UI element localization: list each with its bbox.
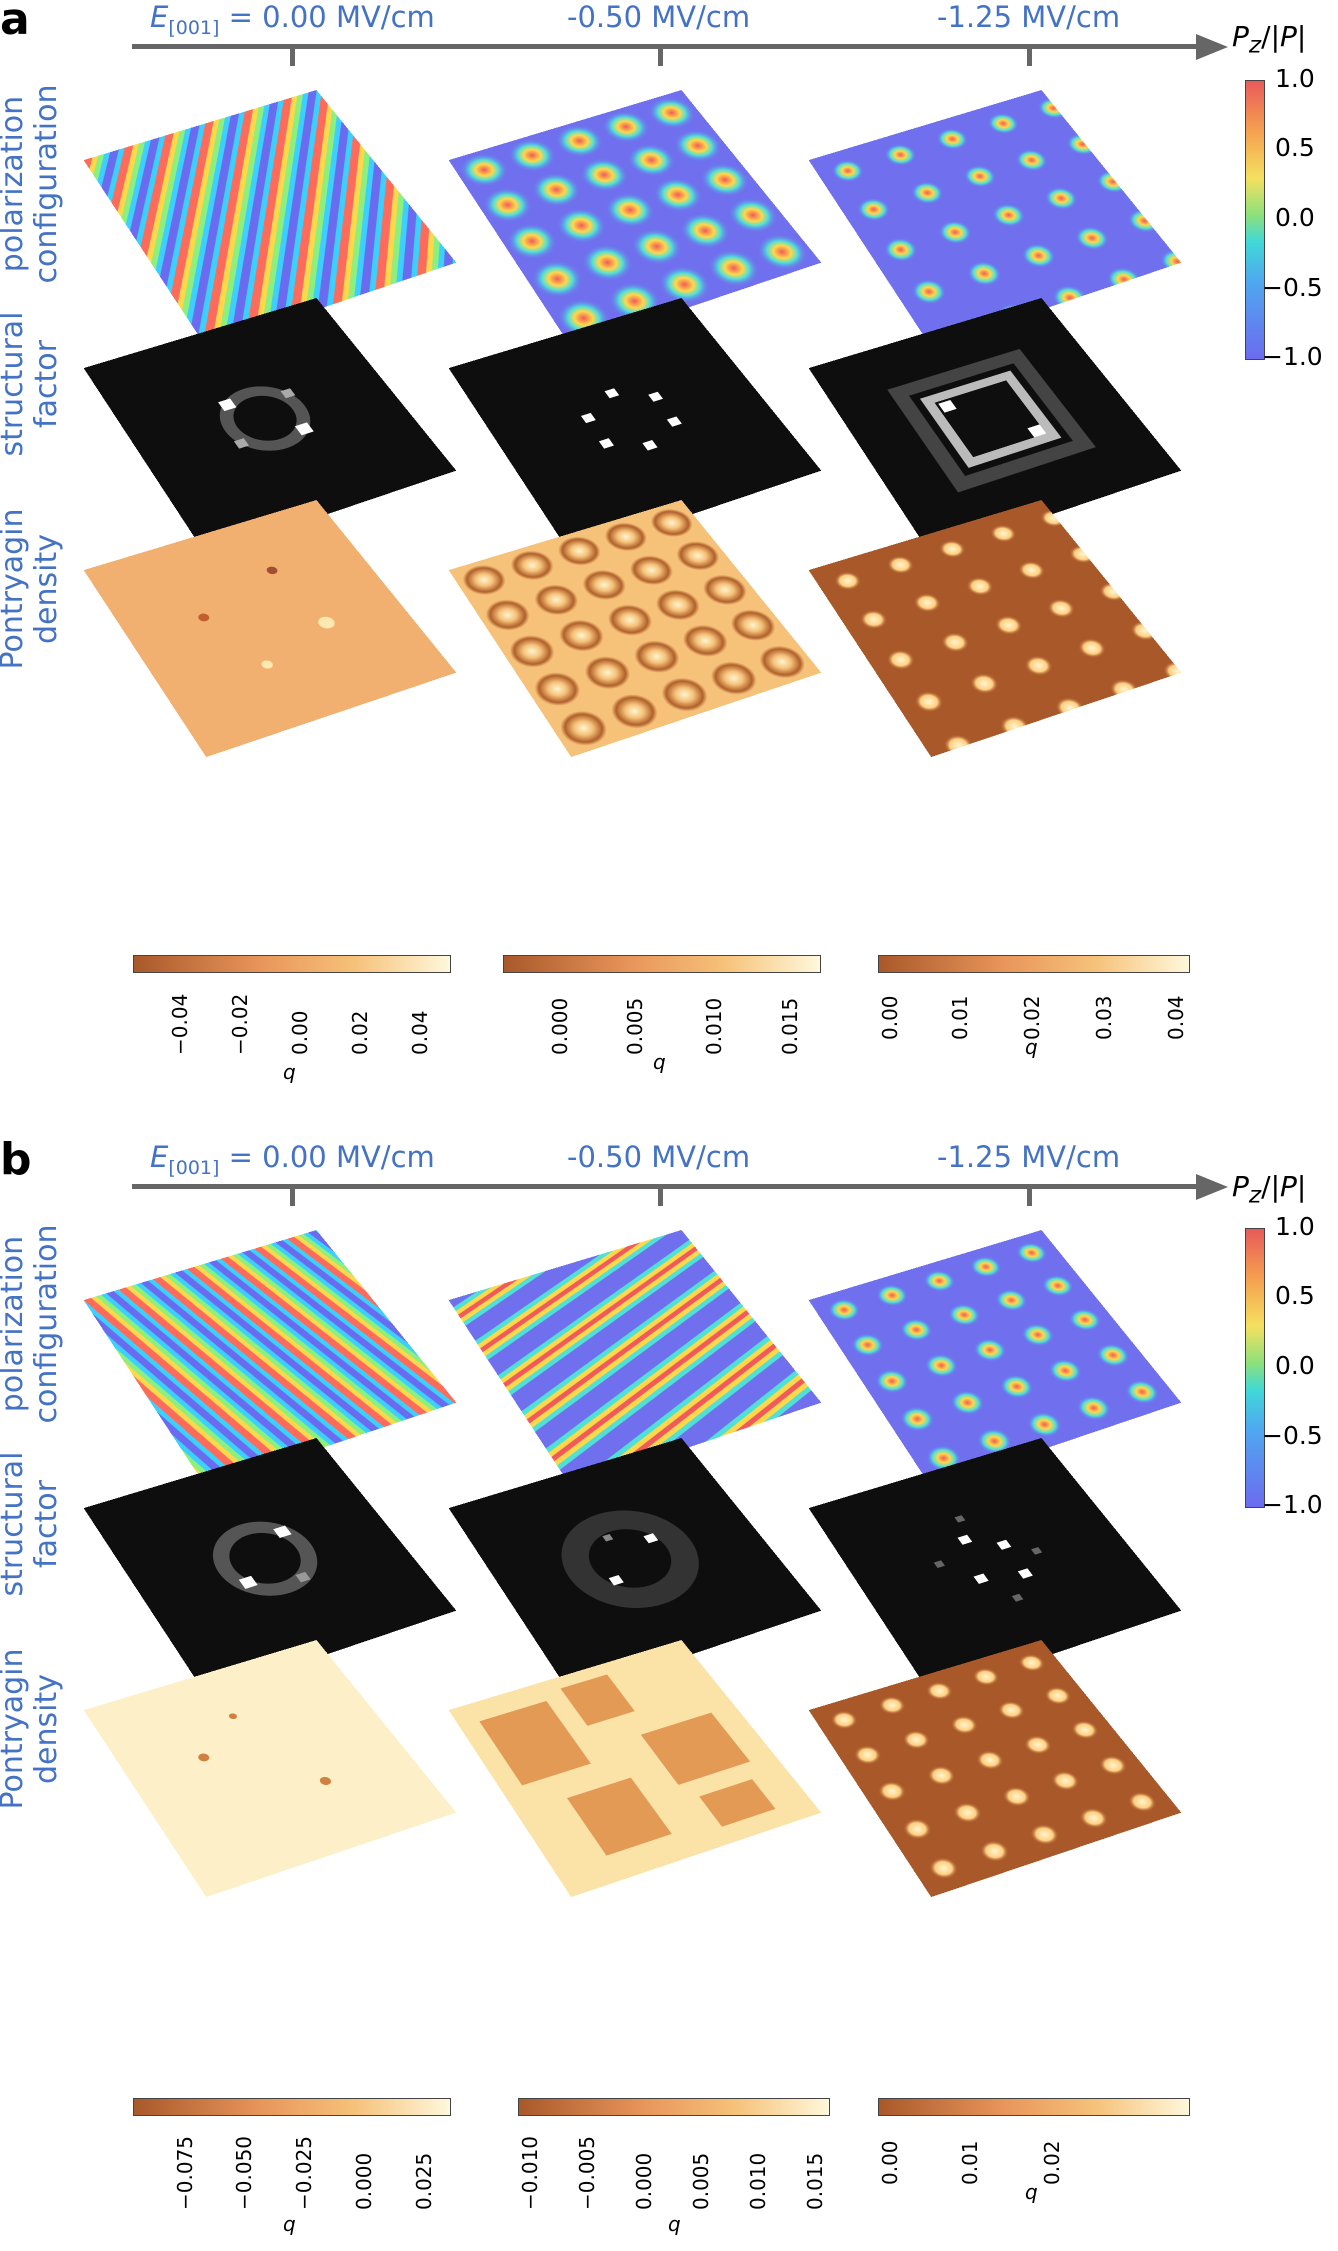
pontryagin-map-0 — [75, 470, 455, 770]
pz-tick: −1.0 — [1262, 342, 1323, 371]
pz-tick: −1.0 — [1262, 1490, 1323, 1519]
pontryagin-pattern — [449, 500, 822, 757]
q-tick: −0.04 — [168, 994, 192, 1055]
pz-tick: 0.0 — [1275, 203, 1315, 232]
field-label-2: -1.25 MV/cm — [937, 1140, 1120, 1174]
field-symbol: E — [150, 0, 168, 34]
pontryagin-pattern — [809, 1640, 1182, 1897]
q-axis-label: q — [283, 2212, 296, 2236]
row-label-polarization: polarization configuration — [0, 74, 64, 294]
pz-tick: 0.0 — [1275, 1351, 1315, 1380]
field-value: = 0.00 MV/cm — [229, 0, 435, 34]
q-tick: −0.025 — [292, 2136, 316, 2210]
q-tick: 0.015 — [803, 2153, 827, 2210]
field-subscript: [001] — [168, 1157, 219, 1179]
field-axis-arrowhead — [1196, 1174, 1228, 1200]
q-axis-label: q — [668, 2212, 681, 2236]
q-tick: 0.015 — [778, 998, 802, 1055]
pontryagin-pattern — [84, 1640, 457, 1897]
q-axis-label: q — [283, 1060, 296, 1084]
pz-tick: 1.0 — [1275, 64, 1315, 93]
pontryagin-map-1 — [440, 470, 820, 770]
q-tick: 0.000 — [352, 2153, 376, 2210]
q-tick: −0.005 — [575, 2136, 599, 2210]
field-value: = 0.00 MV/cm — [229, 1140, 435, 1174]
field-subscript: [001] — [168, 17, 219, 39]
pz-colorbar-title: Pz/|P| — [1232, 20, 1306, 59]
q-tick: 0.005 — [623, 998, 647, 1055]
row-label-structure: structural factor — [0, 1414, 64, 1634]
q-axis-label: q — [1025, 1035, 1038, 1059]
panel-a: a E[001] = 0.00 MV/cm -0.50 MV/cm -1.25 … — [0, 0, 1338, 1110]
pz-colorbar — [1245, 1228, 1265, 1508]
q-tick: −0.02 — [228, 994, 252, 1055]
q-tick: 0.000 — [632, 2153, 656, 2210]
pz-tick: 1.0 — [1275, 1212, 1315, 1241]
q-tick: 0.00 — [288, 1010, 312, 1055]
pontryagin-pattern — [84, 500, 457, 757]
pontryagin-map-1 — [440, 1610, 820, 1910]
pontryagin-map-2 — [800, 470, 1180, 770]
field-axis-arrowhead — [1196, 34, 1228, 60]
q-tick: 0.04 — [1164, 995, 1188, 1040]
pontryagin-map-2 — [800, 1610, 1180, 1910]
q-tick: 0.00 — [878, 2140, 902, 2185]
q-tick: 0.01 — [958, 2140, 982, 2185]
q-tick: 0.02 — [348, 1010, 372, 1055]
q-tick: 0.01 — [948, 995, 972, 1040]
pz-tick: 0.5 — [1275, 133, 1315, 162]
q-colorbar-0 — [133, 955, 451, 973]
row-label-pontryagin: Pontryagin density — [0, 479, 64, 699]
q-tick: 0.04 — [408, 1010, 432, 1055]
q-colorbar-2 — [878, 955, 1190, 973]
q-tick: 0.010 — [702, 998, 726, 1055]
field-label-1: -0.50 MV/cm — [567, 0, 750, 34]
panel-letter: a — [0, 0, 30, 45]
q-tick: −0.075 — [173, 2136, 197, 2210]
q-axis-label: q — [653, 1050, 666, 1074]
panel-b: b E[001] = 0.00 MV/cm -0.50 MV/cm -1.25 … — [0, 1140, 1338, 2250]
q-tick: 0.025 — [412, 2153, 436, 2210]
row-label-structure: structural factor — [0, 274, 64, 494]
q-tick: 0.02 — [1020, 995, 1044, 1040]
pz-tick: −0.5 — [1262, 1421, 1323, 1450]
row-label-polarization: polarization configuration — [0, 1214, 64, 1434]
q-colorbar-2 — [878, 2098, 1190, 2116]
pz-tick: 0.5 — [1275, 1281, 1315, 1310]
pontryagin-map-0 — [75, 1610, 455, 1910]
q-colorbar-0 — [133, 2098, 451, 2116]
q-tick: 0.02 — [1040, 2140, 1064, 2185]
pontryagin-pattern — [449, 1640, 822, 1897]
pz-colorbar-title: Pz/|P| — [1232, 1170, 1306, 1209]
q-tick: −0.050 — [232, 2136, 256, 2210]
panel-letter: b — [0, 1134, 32, 1185]
field-label-2: -1.25 MV/cm — [937, 0, 1120, 34]
pz-colorbar — [1245, 80, 1265, 360]
q-axis-label: q — [1025, 2180, 1038, 2204]
pz-tick: −0.5 — [1262, 273, 1323, 302]
q-tick: 0.03 — [1092, 995, 1116, 1040]
field-label-0: E[001] = 0.00 MV/cm — [150, 1140, 435, 1179]
q-tick: 0.005 — [689, 2153, 713, 2210]
row-label-pontryagin: Pontryagin density — [0, 1619, 64, 1839]
pontryagin-pattern — [809, 500, 1182, 757]
q-tick: 0.00 — [878, 995, 902, 1040]
field-label-0: E[001] = 0.00 MV/cm — [150, 0, 435, 39]
field-symbol: E — [150, 1140, 168, 1174]
q-tick: −0.010 — [518, 2136, 542, 2210]
q-colorbar-1 — [503, 955, 821, 973]
q-colorbar-1 — [518, 2098, 830, 2116]
q-tick: 0.010 — [746, 2153, 770, 2210]
q-tick: 0.000 — [548, 998, 572, 1055]
field-label-1: -0.50 MV/cm — [567, 1140, 750, 1174]
